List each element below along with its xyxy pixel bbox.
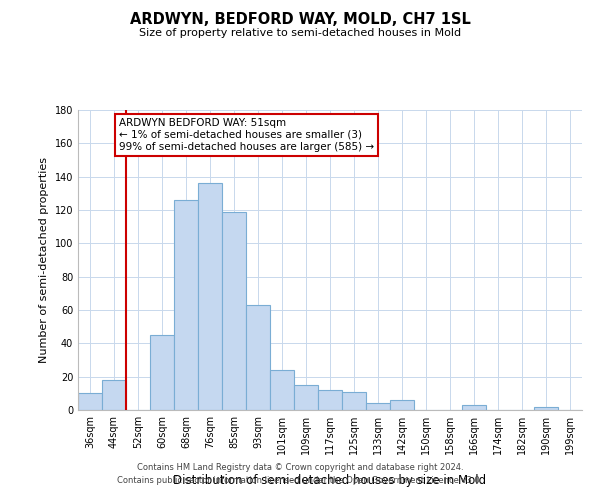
Bar [222, 212, 246, 410]
Bar [102, 380, 126, 410]
Text: ARDWYN, BEDFORD WAY, MOLD, CH7 1SL: ARDWYN, BEDFORD WAY, MOLD, CH7 1SL [130, 12, 470, 28]
Bar [270, 370, 294, 410]
Bar [366, 404, 390, 410]
Y-axis label: Number of semi-detached properties: Number of semi-detached properties [39, 157, 49, 363]
Bar [390, 400, 414, 410]
Bar [318, 390, 342, 410]
Text: Contains HM Land Registry data © Crown copyright and database right 2024.: Contains HM Land Registry data © Crown c… [137, 464, 463, 472]
Bar [246, 305, 270, 410]
Bar [198, 184, 222, 410]
Text: Contains public sector information licensed under the Open Government Licence v3: Contains public sector information licen… [118, 476, 482, 485]
Bar [78, 394, 102, 410]
Bar [342, 392, 366, 410]
Bar [534, 406, 558, 410]
Bar [150, 335, 174, 410]
Bar [462, 405, 486, 410]
Text: ARDWYN BEDFORD WAY: 51sqm
← 1% of semi-detached houses are smaller (3)
99% of se: ARDWYN BEDFORD WAY: 51sqm ← 1% of semi-d… [119, 118, 374, 152]
X-axis label: Distribution of semi-detached houses by size in Mold: Distribution of semi-detached houses by … [173, 474, 487, 486]
Bar [174, 200, 198, 410]
Bar [294, 385, 318, 410]
Text: Size of property relative to semi-detached houses in Mold: Size of property relative to semi-detach… [139, 28, 461, 38]
